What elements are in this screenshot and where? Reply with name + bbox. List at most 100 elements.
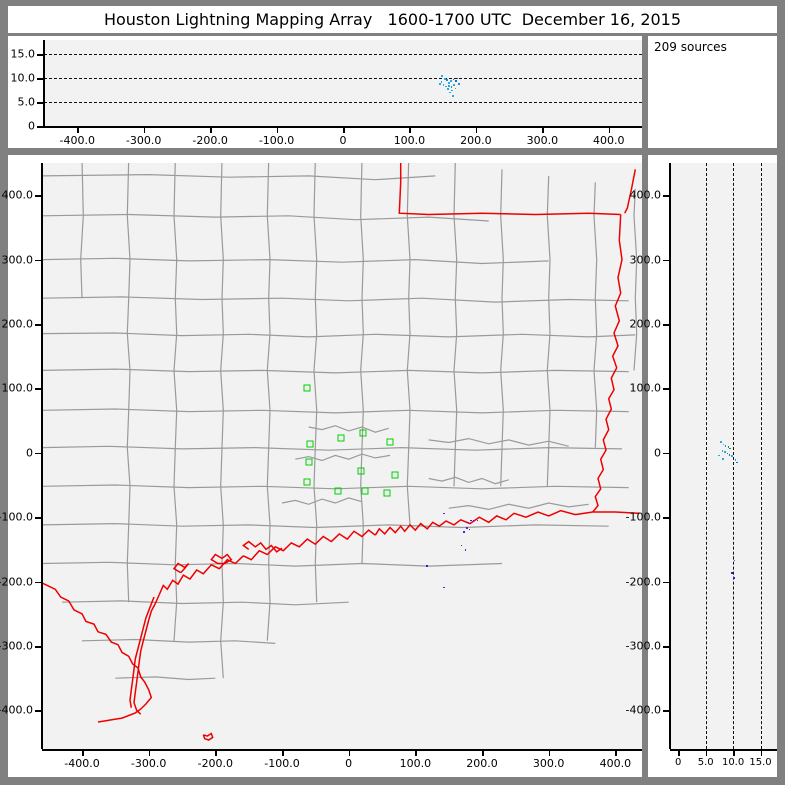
data-point — [445, 85, 447, 88]
data-point — [442, 84, 445, 87]
y-tick — [35, 388, 42, 390]
county-line-v-3 — [220, 163, 224, 679]
data-point — [456, 77, 459, 80]
x-tick — [542, 127, 544, 133]
x-tick-label: 0 — [345, 757, 353, 770]
y-tick-label: 0 — [28, 119, 35, 133]
x-tick — [705, 750, 708, 756]
data-point — [441, 75, 443, 77]
x-tick-label: 0 — [339, 134, 347, 147]
altitude-vs-east-west-panel: -400.0 -300.0 -200.0 -100.0 0 100.0 200.0 300.0… — [8, 36, 642, 148]
data-point — [470, 519, 472, 522]
lma-station-marker — [303, 384, 311, 392]
county-line-v-8 — [453, 163, 458, 487]
y-tick-label: 300.0 — [629, 253, 662, 267]
x-tick — [548, 750, 551, 756]
y-tick-label: -300.0 — [625, 639, 661, 653]
x-tick — [475, 127, 478, 133]
data-point — [718, 454, 720, 457]
y-tick — [37, 126, 44, 128]
county-line-v-7 — [406, 163, 411, 525]
y-tick-label: -100.0 — [625, 510, 661, 524]
x-tick-label: -300.0 — [125, 134, 162, 147]
state-border-east — [592, 511, 640, 515]
data-point — [468, 528, 471, 531]
y-tick-label: -200.0 — [0, 575, 33, 589]
data-point — [724, 445, 727, 447]
x-tick-label: 400.0 — [599, 757, 632, 770]
lma-station-marker — [361, 487, 369, 495]
x-axis-line — [670, 749, 777, 751]
county-line-h-0 — [42, 173, 436, 181]
y-tick — [35, 645, 42, 648]
data-point — [734, 459, 737, 461]
county-detail-a — [308, 425, 389, 433]
lma-station-marker — [357, 467, 365, 475]
x-tick-label: 400.0 — [593, 134, 625, 147]
data-point — [451, 95, 454, 98]
x-tick — [733, 750, 735, 756]
y-tick — [35, 195, 42, 197]
plan-view-map-plot[interactable] — [42, 163, 642, 749]
padre-island-outer — [133, 594, 160, 715]
data-point — [476, 519, 479, 522]
x-tick — [348, 750, 351, 756]
county-detail-b — [295, 453, 391, 462]
county-line-h-1 — [42, 213, 489, 222]
data-point — [453, 83, 455, 86]
bay-galveston — [210, 553, 233, 565]
x-tick-label: -100.0 — [264, 757, 300, 770]
y-tick — [663, 645, 670, 648]
data-point — [439, 83, 441, 85]
x-tick-label: 100.0 — [393, 134, 426, 147]
altitude-vs-east-west-plot[interactable] — [44, 40, 642, 126]
data-point — [721, 450, 724, 452]
y-tick — [35, 581, 42, 584]
data-point — [731, 571, 734, 574]
county-line-h-13 — [115, 676, 216, 681]
lma-station-marker — [305, 458, 313, 466]
county-detail-c — [281, 497, 363, 505]
county-line-h-3 — [42, 296, 629, 303]
county-line-v-9 — [500, 169, 504, 487]
data-point — [472, 520, 475, 522]
county-line-v-4 — [266, 163, 271, 641]
x-tick-label: 200.0 — [466, 757, 498, 770]
county-line-h-5 — [42, 368, 629, 374]
county-line-v-1 — [126, 163, 131, 603]
gridline-vertical — [733, 163, 735, 749]
y-tick — [663, 388, 670, 390]
y-tick — [35, 710, 42, 712]
x-tick-label: -400.0 — [59, 134, 95, 147]
county-line-h-6 — [42, 408, 629, 414]
county-line-v-6 — [360, 163, 364, 564]
y-tick — [663, 710, 670, 712]
data-point — [724, 451, 726, 454]
x-tick — [343, 127, 345, 133]
x-axis-line — [42, 749, 642, 751]
x-tick-label: -100.0 — [258, 134, 295, 147]
altitude-vs-north-south-plot[interactable] — [670, 163, 777, 749]
lma-station-marker — [383, 489, 391, 497]
y-tick — [663, 517, 670, 519]
county-line-v-11 — [593, 182, 598, 448]
x-tick — [148, 750, 151, 756]
source-count-label: 209 sources — [654, 40, 727, 54]
y-tick-label: -200.0 — [625, 575, 661, 589]
x-tick — [760, 750, 763, 756]
state-border-ne — [624, 169, 637, 214]
plan-view-map-panel: -400.0 -300.0 -200.0 -100.0 0 100.0 200.0 300.0… — [0, 155, 642, 777]
rio-grande-border — [42, 582, 153, 723]
data-point — [463, 531, 465, 533]
gridline-vertical — [705, 163, 707, 749]
data-point — [447, 84, 450, 87]
x-tick-label: 100.0 — [399, 757, 432, 770]
y-tick-label: 0 — [654, 446, 661, 460]
y-tick-label: 200.0 — [1, 317, 34, 331]
x-tick — [77, 127, 79, 133]
lma-station-marker — [391, 471, 399, 479]
data-point — [728, 454, 731, 456]
y-tick-label: 300.0 — [1, 253, 34, 267]
state-border-sabine — [592, 214, 623, 513]
